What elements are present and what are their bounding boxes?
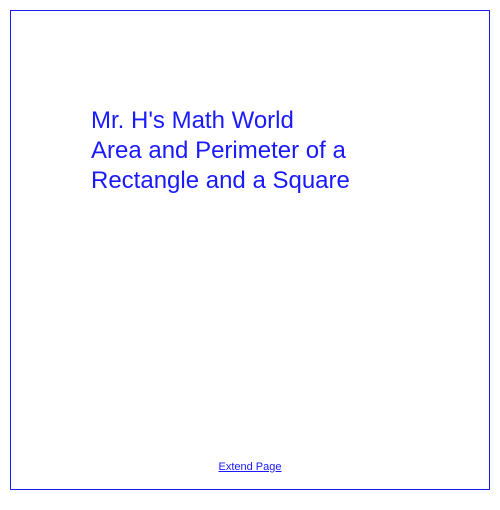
title-line-3: Rectangle and a Square xyxy=(91,166,449,196)
title-line-1: Mr. H's Math World xyxy=(91,106,449,136)
title-block: Mr. H's Math World Area and Perimeter of… xyxy=(91,106,449,196)
page-frame: Mr. H's Math World Area and Perimeter of… xyxy=(10,10,490,490)
footer: Extend Page xyxy=(11,457,489,475)
extend-page-link[interactable]: Extend Page xyxy=(219,461,282,473)
title-line-2: Area and Perimeter of a xyxy=(91,136,449,166)
